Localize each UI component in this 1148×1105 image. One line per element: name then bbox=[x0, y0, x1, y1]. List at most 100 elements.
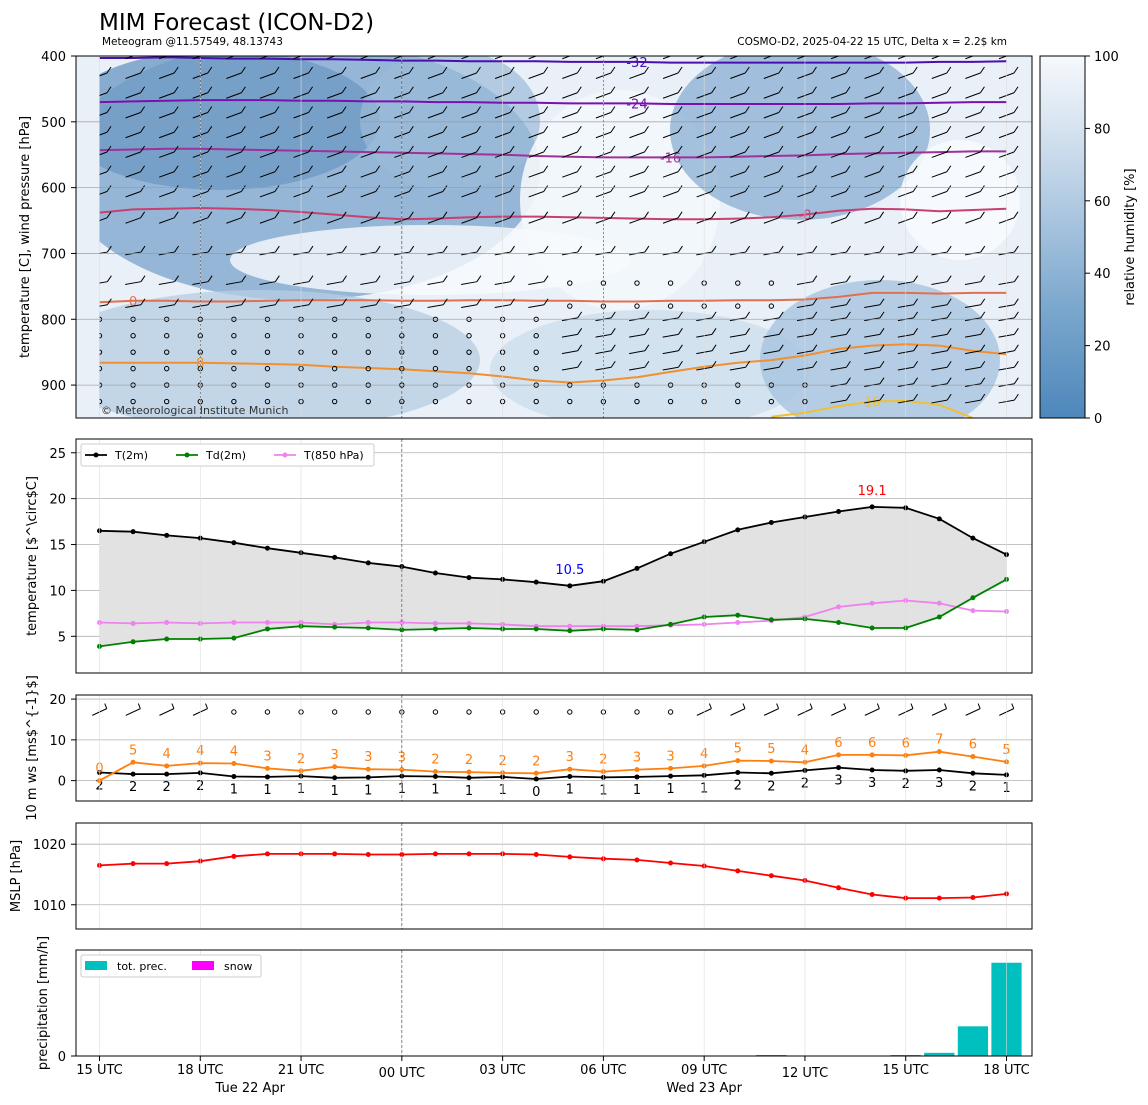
wind-barb bbox=[562, 112, 578, 119]
calm-wind-marker bbox=[533, 398, 539, 405]
calm-wind-marker bbox=[331, 349, 338, 355]
wind-barb-flag bbox=[711, 66, 717, 74]
wind-barb bbox=[931, 708, 947, 716]
y-axis-temperature: 5 10 15 20 25 bbox=[49, 447, 76, 645]
wind-barb-flag bbox=[644, 86, 649, 94]
y-tick-label: 20 bbox=[49, 493, 66, 508]
wind-barb bbox=[562, 217, 578, 224]
calm-wind-marker bbox=[365, 709, 371, 715]
wind-barb-flag bbox=[106, 298, 112, 305]
wind-barb-flag bbox=[812, 275, 818, 282]
wind-barb bbox=[830, 131, 847, 139]
isotherm-line bbox=[99, 147, 1007, 159]
wind-barb bbox=[964, 304, 981, 308]
y-tick-label: 800 bbox=[41, 313, 66, 328]
wind-barb bbox=[125, 708, 141, 716]
calm-wind-marker bbox=[264, 349, 271, 355]
wind-barb-flag bbox=[913, 298, 919, 305]
wind-barb-flag bbox=[274, 86, 280, 94]
wind-barb-flag bbox=[308, 245, 314, 253]
wind-barb-flag bbox=[509, 145, 515, 153]
humidity-region bbox=[670, 56, 930, 220]
wind-barb-flag bbox=[611, 47, 615, 53]
colorbar-tick-label: 40 bbox=[1094, 267, 1111, 282]
wind-barb-flag bbox=[207, 125, 213, 133]
wind-barb bbox=[226, 171, 242, 178]
wind-barb-flag bbox=[744, 125, 750, 133]
wind-barb-flag bbox=[1013, 377, 1019, 384]
wind-barb bbox=[562, 92, 578, 99]
wind-barb-flag bbox=[980, 47, 984, 53]
wind-barb-flag bbox=[476, 275, 482, 282]
wind-barb-flag bbox=[543, 245, 549, 253]
wind-barb bbox=[730, 708, 746, 716]
wind-barb bbox=[158, 171, 175, 178]
wind-barb-flag bbox=[208, 47, 212, 53]
wind-barb-flag bbox=[711, 185, 717, 192]
wind-barb-flag bbox=[980, 377, 986, 384]
wind-barb-flag bbox=[644, 165, 649, 173]
wind-barb-flag bbox=[140, 66, 146, 74]
series-point bbox=[634, 623, 640, 629]
wind-barb-flag bbox=[912, 125, 918, 133]
temperature-series bbox=[97, 504, 1009, 649]
wind-barb bbox=[360, 191, 376, 198]
wind-barb-flag bbox=[240, 145, 246, 153]
wind-barb-flag bbox=[140, 211, 146, 219]
wind-barb-flag bbox=[173, 66, 179, 74]
wind-barb-flag bbox=[745, 47, 749, 53]
wind-barb bbox=[427, 191, 444, 198]
wind-barb bbox=[830, 304, 847, 308]
legend-entry: tot. prec. bbox=[117, 960, 167, 973]
wind-barb-flag bbox=[1013, 125, 1019, 133]
wind-barb bbox=[125, 92, 141, 99]
calm-wind-marker bbox=[466, 709, 472, 715]
wind-barb-flag bbox=[910, 703, 914, 709]
wind-barb-flag bbox=[341, 211, 347, 219]
wind-barb-flag bbox=[610, 185, 616, 192]
wind-barb-flag bbox=[173, 185, 179, 192]
wind-barb bbox=[528, 72, 544, 79]
series-point bbox=[936, 614, 942, 620]
series-point bbox=[567, 583, 573, 589]
wind-barb-flag bbox=[913, 360, 919, 368]
wind-barb-flag bbox=[879, 125, 885, 133]
series-point bbox=[164, 532, 170, 538]
wind-barb bbox=[965, 217, 981, 224]
x-tick-label: 03 UTC bbox=[479, 1063, 525, 1078]
wind-barb bbox=[763, 72, 780, 79]
wind-barb bbox=[158, 131, 175, 139]
wind-barb bbox=[696, 56, 706, 60]
mslp-point bbox=[970, 895, 976, 901]
wind-barb bbox=[629, 350, 645, 355]
wind-barb bbox=[830, 350, 847, 355]
wind-barb bbox=[830, 56, 840, 60]
mslp-line bbox=[99, 853, 1007, 899]
wind-barb-flag bbox=[308, 145, 313, 153]
wind-barb-flag bbox=[876, 703, 880, 709]
wind-barb-flag bbox=[745, 328, 751, 335]
wind-barb bbox=[461, 304, 477, 308]
wind-barb-flag bbox=[576, 125, 582, 133]
wind-barb-flag bbox=[742, 703, 746, 709]
wind-barb-flag bbox=[341, 86, 347, 94]
colorbar-tick-label: 60 bbox=[1094, 195, 1111, 210]
wind-barb bbox=[830, 366, 847, 371]
calm-wind-marker bbox=[231, 333, 237, 339]
day-label: Wed 23 Apr bbox=[666, 1081, 742, 1096]
series-point bbox=[869, 600, 875, 606]
gust-point bbox=[164, 763, 170, 769]
wind-barb-flag bbox=[610, 245, 616, 253]
wind-barb bbox=[965, 112, 981, 119]
y-tick-label: 500 bbox=[41, 116, 66, 131]
wind-barb-flag bbox=[879, 377, 885, 384]
series-point bbox=[768, 617, 774, 623]
wind-barb bbox=[293, 56, 303, 60]
wind-barb bbox=[461, 112, 477, 119]
wind-barb bbox=[259, 191, 276, 198]
wind-barb-flag bbox=[845, 328, 851, 335]
series-point bbox=[936, 600, 942, 606]
wind-barb bbox=[763, 112, 780, 119]
wind-barb-flag bbox=[375, 275, 381, 282]
mean-wind-point bbox=[231, 774, 237, 780]
